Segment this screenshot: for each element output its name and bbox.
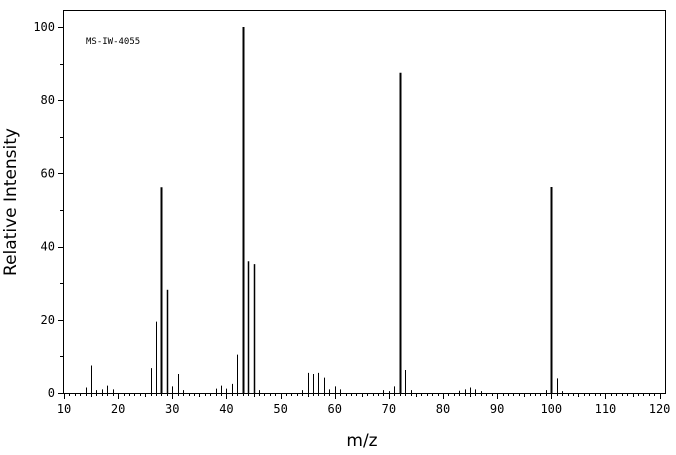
x-tick-label: 30 — [165, 402, 179, 416]
y-tick-label: 80 — [41, 93, 55, 107]
plot-frame — [63, 10, 666, 394]
y-tick-label: 0 — [48, 386, 55, 400]
y-tick-label: 60 — [41, 166, 55, 180]
x-tick-label: 60 — [327, 402, 341, 416]
peaks-layer — [86, 27, 563, 393]
x-tick-label: 100 — [540, 402, 562, 416]
x-tick-label: 70 — [382, 402, 396, 416]
x-tick-label: 120 — [649, 402, 671, 416]
spectrum-id-label: MS-IW-4055 — [86, 37, 140, 47]
y-tick-label: 40 — [41, 240, 55, 254]
y-tick-label: 100 — [33, 20, 55, 34]
x-tick-label: 80 — [436, 402, 450, 416]
x-tick-label: 110 — [595, 402, 617, 416]
x-tick-label: 10 — [57, 402, 71, 416]
x-tick-label: 40 — [219, 402, 233, 416]
y-axis-title: Relative Intensity — [1, 128, 21, 276]
x-axis-ticks: 10 20 30 40 50 60 70 80 90 100 110 120 — [57, 393, 671, 416]
x-tick-label: 90 — [490, 402, 504, 416]
y-axis-ticks: 0 20 40 60 80 100 — [33, 20, 64, 400]
x-tick-label: 20 — [111, 402, 125, 416]
y-tick-label: 20 — [41, 313, 55, 327]
x-axis-title: m/z — [346, 431, 377, 451]
x-tick-label: 50 — [273, 402, 287, 416]
